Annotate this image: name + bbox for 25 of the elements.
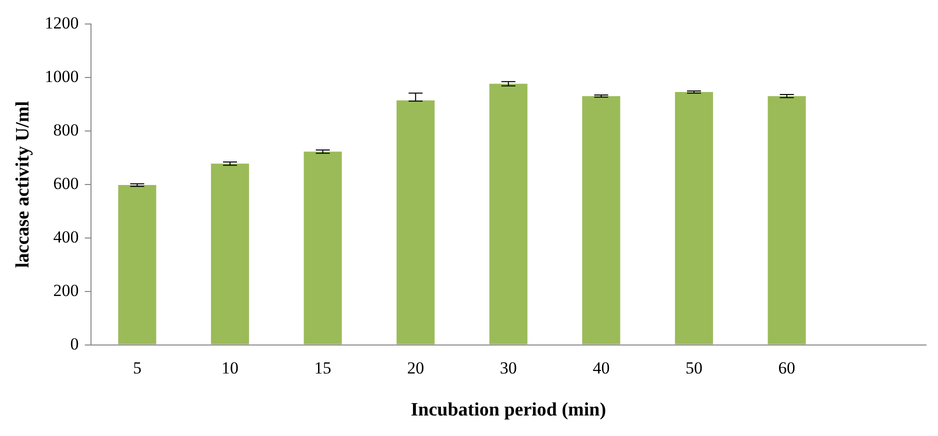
x-tick-label: 20 xyxy=(407,358,424,378)
bar xyxy=(210,164,250,344)
y-tick-label: 600 xyxy=(53,174,79,193)
x-tick-label: 60 xyxy=(778,358,796,378)
x-axis-title: Incubation period (min) xyxy=(410,400,606,421)
bar xyxy=(396,100,435,344)
x-tick-label: 15 xyxy=(314,358,332,378)
bar xyxy=(582,96,620,344)
y-tick-label: 1200 xyxy=(44,14,79,33)
y-axis-title: laccase activity U/ml xyxy=(12,101,34,268)
y-tick-label: 1000 xyxy=(44,67,79,86)
bar xyxy=(118,185,156,344)
y-tick-label: 800 xyxy=(53,120,79,140)
y-tick-label: 0 xyxy=(70,334,79,354)
x-tick-label: 30 xyxy=(500,358,517,378)
bar xyxy=(489,84,528,344)
x-tick-label: 5 xyxy=(132,358,142,378)
y-tick-label: 200 xyxy=(53,280,79,300)
x-tick-label: 10 xyxy=(222,358,238,378)
bar xyxy=(768,96,806,344)
bar xyxy=(304,152,342,344)
x-tick-label: 40 xyxy=(592,358,610,378)
bar xyxy=(674,92,714,344)
x-tick-label: 50 xyxy=(686,358,702,378)
y-tick-label: 400 xyxy=(53,227,79,246)
